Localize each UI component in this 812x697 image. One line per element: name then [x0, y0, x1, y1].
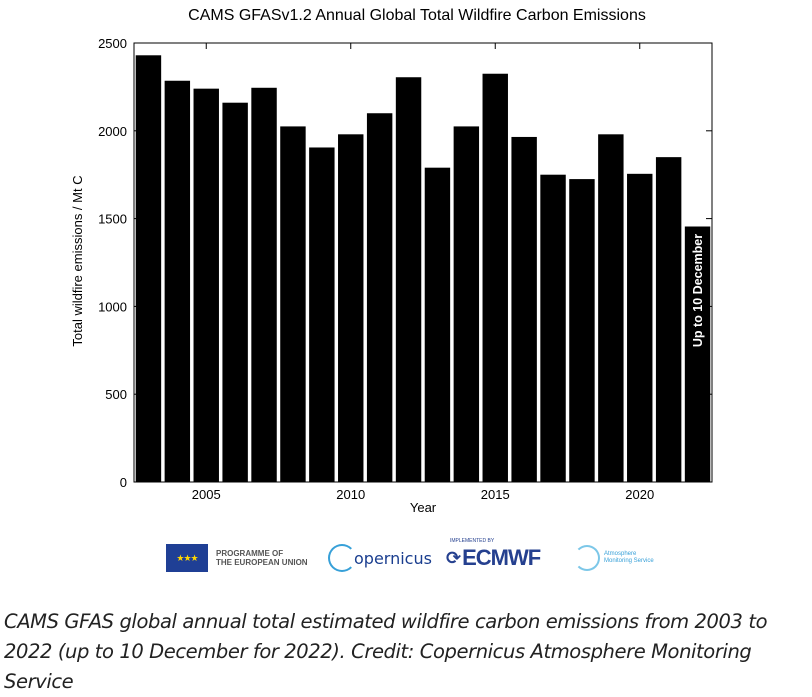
eu-logo: ★★★ PROGRAMME OF THE EUROPEAN UNION	[166, 540, 308, 576]
cams-line2: Monitoring Service	[604, 558, 654, 564]
bar-2016	[511, 136, 537, 482]
bar-2021	[655, 157, 682, 482]
bar-2018	[569, 179, 595, 482]
bar-2006	[222, 102, 248, 482]
bar-2010	[338, 134, 364, 482]
eu-text-line1: PROGRAMME OF	[216, 549, 284, 558]
eu-text-line2: THE EUROPEAN UNION	[216, 558, 308, 567]
x-tick-label: 2010	[336, 487, 365, 502]
eu-flag-icon: ★★★	[166, 544, 208, 572]
bar-2012	[395, 77, 422, 483]
ecmwf-swirl-icon: ⟳	[446, 547, 461, 568]
cams-logo: Atmosphere Monitoring Service	[574, 540, 654, 576]
y-tick-label: 2000	[98, 124, 127, 139]
bar-2011	[366, 113, 393, 483]
cams-swirl-icon	[574, 545, 600, 571]
copernicus-wordmark: opernicus	[354, 548, 432, 568]
y-tick-label: 500	[105, 387, 127, 402]
chart-title: CAMS GFASv1.2 Annual Global Total Wildfi…	[188, 7, 646, 24]
bar-2019	[598, 134, 624, 482]
bar-annotation-label: Up to 10 December	[691, 234, 705, 347]
bar-2017	[540, 174, 566, 482]
bar-2020	[627, 173, 653, 482]
bar-2004	[164, 80, 191, 482]
y-tick-label: 2500	[98, 36, 127, 51]
y-tick-label: 0	[120, 475, 127, 490]
bar-2003	[135, 55, 162, 482]
bar-2005	[193, 88, 219, 482]
plot-frame	[133, 42, 713, 483]
bar-2008	[280, 126, 306, 482]
wildfire-emissions-chart: CAMS GFASv1.2 Annual Global Total Wildfi…	[70, 7, 713, 515]
x-tick-label: 2020	[625, 487, 654, 502]
bar-2013	[424, 167, 451, 482]
eu-logo-text: PROGRAMME OF THE EUROPEAN UNION	[216, 549, 308, 567]
ecmwf-logo: ⟳ ECMWF	[446, 540, 541, 576]
cams-line1: Atmosphere	[604, 551, 637, 557]
bar-2007	[251, 87, 277, 482]
ecmwf-wordmark: ECMWF	[462, 545, 541, 570]
y-tick-label: 1000	[98, 299, 127, 314]
x-tick-label: 2005	[192, 487, 221, 502]
sponsor-logos: ★★★ PROGRAMME OF THE EUROPEAN UNION oper…	[160, 538, 660, 580]
bar-2014	[453, 126, 480, 482]
x-tick-label: 2015	[481, 487, 510, 502]
y-tick-label: 1500	[98, 212, 127, 227]
bar-2022	[684, 226, 711, 482]
figure-caption: CAMS GFAS global annual total estimated …	[4, 610, 768, 693]
bar-2015	[482, 73, 508, 482]
copernicus-ring-icon	[328, 544, 356, 572]
bar-2009	[309, 147, 335, 483]
y-axis-label: Total wildfire emissions / Mt C	[70, 175, 85, 346]
x-axis-label: Year	[410, 500, 437, 515]
copernicus-logo: opernicus	[328, 540, 432, 576]
ecmwf-implemented-by: IMPLEMENTED BY	[450, 538, 495, 544]
